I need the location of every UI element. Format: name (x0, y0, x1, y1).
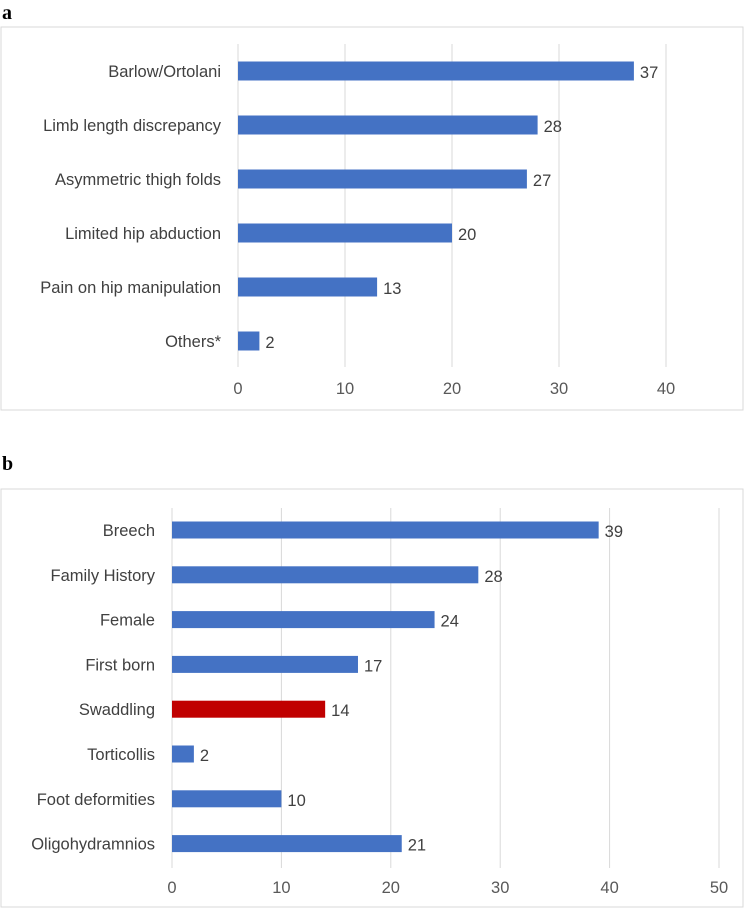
category-label: Limb length discrepancy (43, 117, 222, 135)
data-label: 39 (605, 523, 623, 541)
bar (172, 700, 326, 718)
category-label: Others* (165, 333, 222, 351)
bar (172, 566, 479, 584)
x-tick-label: 0 (167, 879, 176, 897)
bar (238, 277, 378, 297)
x-tick-label: 20 (443, 380, 461, 398)
category-label: Foot deformities (37, 791, 155, 809)
category-label: Barlow/Ortolani (108, 63, 221, 81)
bar (172, 521, 599, 539)
bar (172, 790, 282, 808)
bar (172, 835, 402, 853)
data-label: 27 (533, 172, 551, 190)
category-label: Torticollis (87, 746, 155, 764)
panel-label-b: b (2, 453, 14, 475)
category-label: Oligohydramnios (31, 836, 155, 854)
x-tick-label: 20 (382, 879, 400, 897)
data-label: 21 (408, 837, 426, 855)
bar (238, 223, 452, 243)
data-label: 20 (458, 226, 476, 244)
category-label: Limited hip abduction (65, 225, 221, 243)
category-label: Family History (50, 567, 155, 585)
x-tick-label: 30 (550, 380, 568, 398)
category-label: Breech (103, 522, 155, 540)
bar (238, 331, 260, 351)
x-tick-label: 0 (233, 380, 242, 398)
x-tick-label: 40 (657, 380, 675, 398)
category-label: Asymmetric thigh folds (55, 171, 221, 189)
category-label: Pain on hip manipulation (40, 279, 221, 297)
data-label: 28 (484, 568, 502, 586)
bar (238, 169, 527, 189)
chart-frame (0, 488, 744, 908)
x-tick-label: 30 (491, 879, 509, 897)
x-tick-label: 40 (600, 879, 618, 897)
data-label: 14 (331, 702, 349, 720)
data-label: 17 (364, 657, 382, 675)
panel-label-a: a (2, 2, 12, 24)
bar (172, 611, 435, 629)
x-tick-label: 10 (272, 879, 290, 897)
bar (172, 745, 194, 763)
category-label: First born (85, 656, 155, 674)
category-label: Swaddling (79, 701, 155, 719)
bar (238, 115, 538, 135)
data-label: 24 (441, 613, 459, 631)
data-label: 10 (287, 792, 305, 810)
data-label: 28 (544, 118, 562, 136)
data-label: 2 (200, 747, 209, 765)
x-tick-label: 10 (336, 380, 354, 398)
data-label: 2 (265, 334, 274, 352)
data-label: 13 (383, 280, 401, 298)
bar (238, 61, 634, 81)
category-label: Female (100, 612, 155, 630)
bar (172, 655, 358, 673)
x-tick-label: 50 (710, 879, 728, 897)
chart-frame (0, 26, 744, 411)
data-label: 37 (640, 64, 658, 82)
